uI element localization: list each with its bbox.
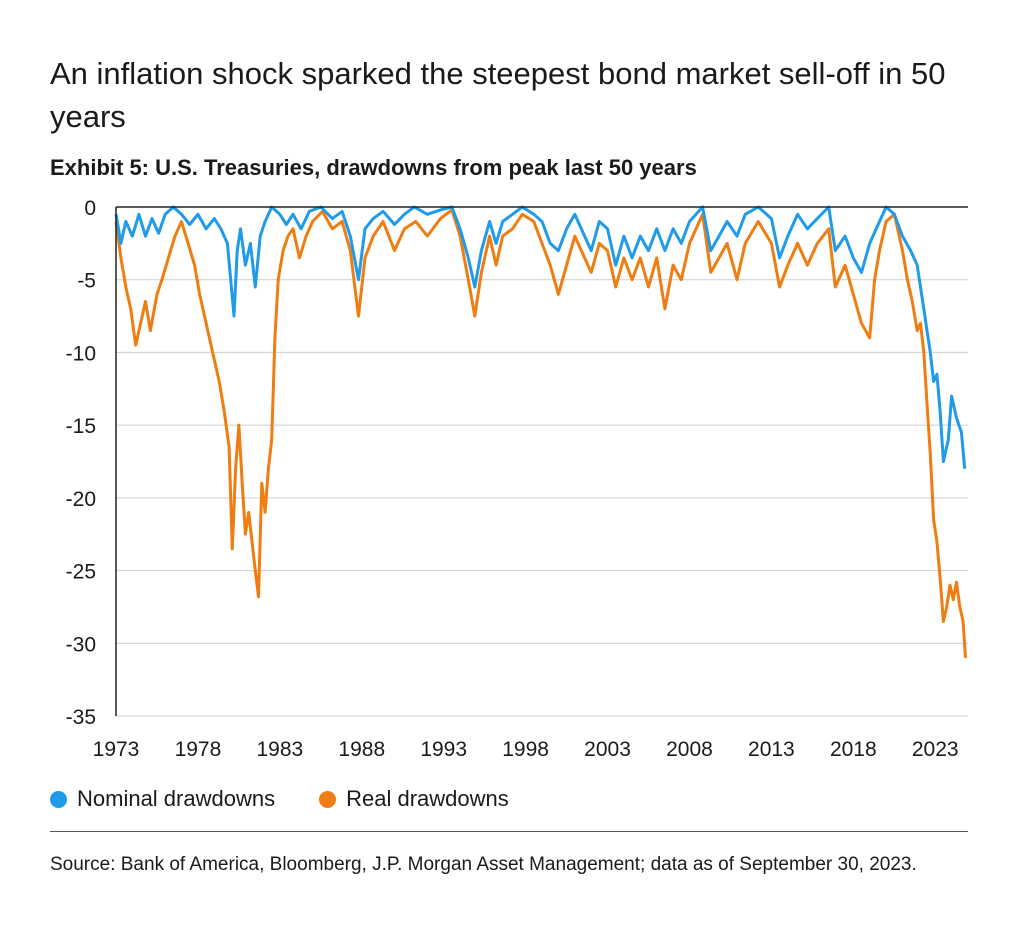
legend-label-real: Real drawdowns (346, 786, 509, 811)
x-tick-label: 2023 (912, 738, 959, 761)
x-axis-ticks: 1973 1978 1983 1988 1993 1998 2003 2008 2013 2018… (93, 738, 959, 761)
real-drawdowns-line (114, 208, 967, 658)
source-note: Source: Bank of America, Bloomberg, J.P.… (50, 854, 917, 875)
axes (115, 206, 968, 716)
chart-title: An inflation shock sparked the steepest … (50, 56, 946, 134)
legend-item-nominal: Nominal drawdowns (50, 786, 275, 812)
y-tick-label: -10 (66, 342, 96, 365)
x-tick-label: 1978 (175, 738, 222, 761)
x-tick-label: 1988 (338, 738, 385, 761)
y-axis-ticks: 0 -5 -10 -15 -20 -25 -30 -35 (66, 197, 96, 729)
chart-subtitle: Exhibit 5: U.S. Treasuries, drawdowns fr… (50, 155, 697, 180)
x-tick-label: 1998 (502, 738, 549, 761)
legend-swatch-nominal (50, 790, 67, 808)
series-lines (114, 205, 967, 658)
y-tick-label: -20 (66, 488, 96, 511)
x-tick-label: 1983 (256, 738, 303, 761)
x-tick-label: 1973 (93, 738, 140, 761)
y-tick-label: -15 (66, 415, 96, 438)
drawdown-line-chart: 0-5-10-15-20-25-30-35 1973 1978 1983 1988 19… (66, 197, 968, 761)
y-tick-label: -5 (77, 270, 96, 293)
legend-label-nominal: Nominal drawdowns (77, 786, 276, 811)
y-tick-label: 0 (84, 197, 96, 220)
x-tick-label: 2003 (584, 738, 631, 761)
y-tick-label: -30 (66, 633, 96, 656)
legend: Nominal drawdowns Real drawdowns (50, 786, 509, 812)
y-tick-label: -35 (66, 706, 96, 729)
nominal-drawdowns-line (114, 205, 967, 469)
legend-swatch-real (319, 790, 337, 808)
x-tick-label: 2008 (666, 738, 713, 761)
footer-divider (50, 831, 968, 832)
x-tick-label: 1993 (420, 738, 467, 761)
x-tick-label: 2013 (748, 738, 795, 761)
x-tick-label: 2018 (830, 738, 877, 761)
y-tick-label: -25 (66, 561, 96, 584)
legend-item-real: Real drawdowns (319, 786, 509, 812)
